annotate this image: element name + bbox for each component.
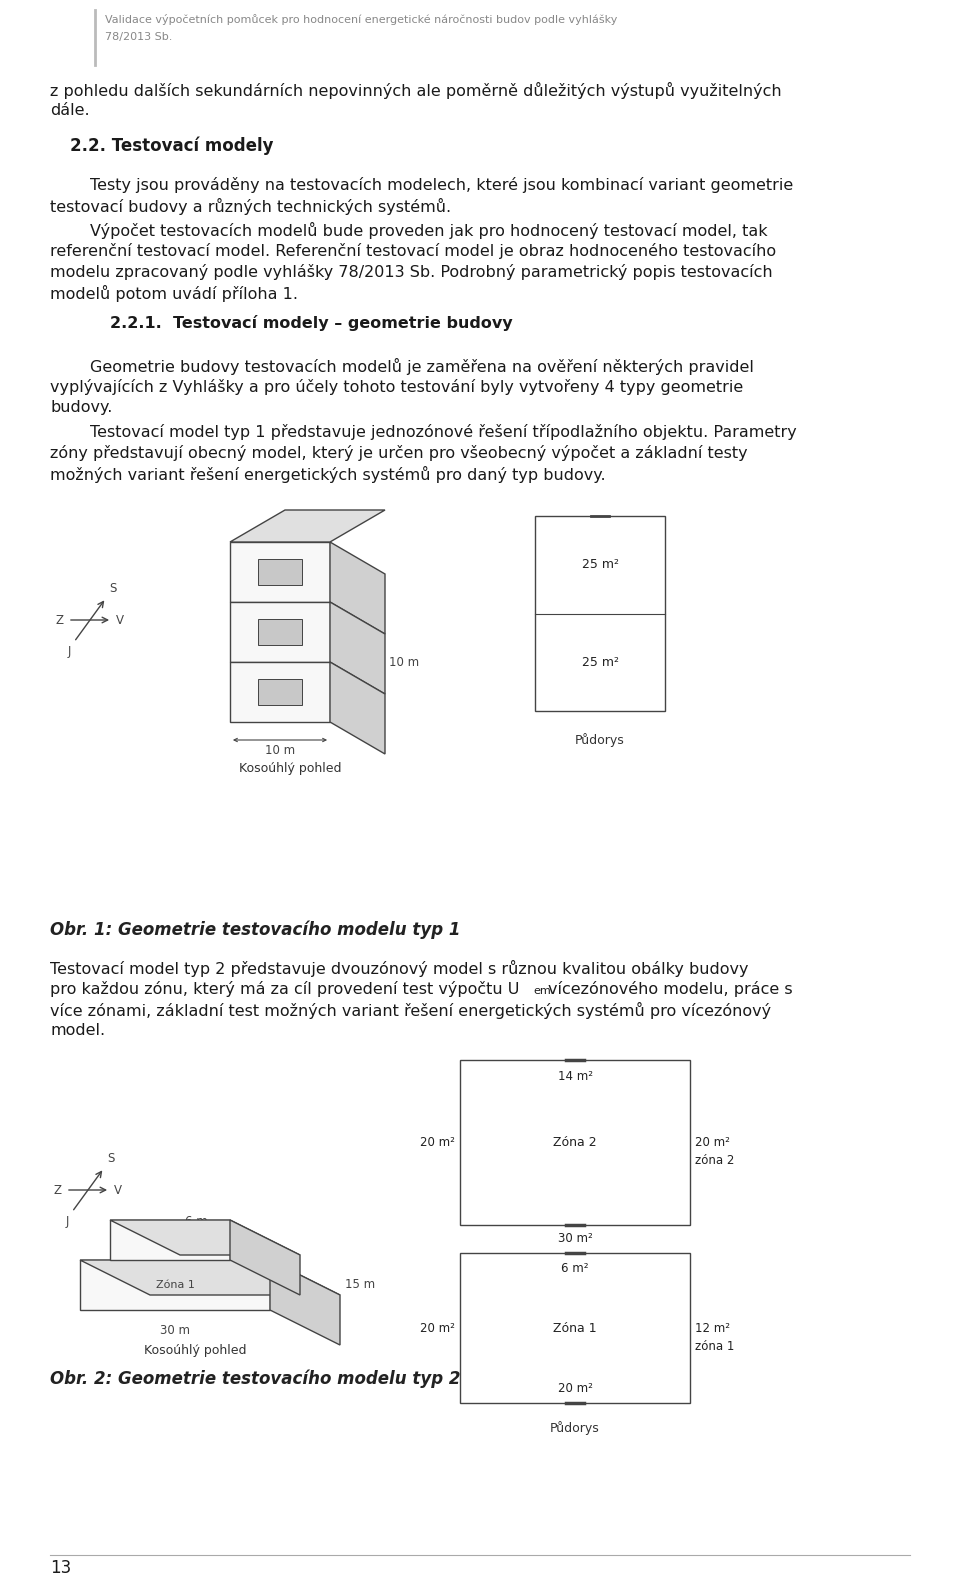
Text: 2.2. Testovací modely: 2.2. Testovací modely [70, 136, 274, 154]
Text: Geometrie budovy testovacích modelů je zaměřena na ověření některých pravidel: Geometrie budovy testovacích modelů je z… [90, 358, 754, 375]
Bar [535, 515, 665, 711]
Text: více zónami, základní test možných variant řešení energetických systémů pro více: více zónami, základní test možných varia… [50, 1002, 771, 1020]
Text: Testovací model typ 2 představuje dvouzónový model s různou kvalitou obálky budo: Testovací model typ 2 představuje dvouzó… [50, 960, 749, 977]
Polygon shape [110, 1220, 230, 1259]
Text: Výpočet testovacích modelů bude proveden jak pro hodnocený testovací model, tak: Výpočet testovacích modelů bude proveden… [90, 222, 768, 240]
Text: J: J [65, 1215, 69, 1228]
Text: 30 m²: 30 m² [558, 1232, 592, 1245]
Text: budovy.: budovy. [50, 400, 112, 414]
Polygon shape [330, 662, 385, 753]
Text: 10 m: 10 m [389, 656, 420, 668]
Text: J: J [67, 645, 71, 659]
Polygon shape [230, 1220, 300, 1295]
Text: Půdorys: Půdorys [550, 1422, 600, 1436]
Text: vícezónového modelu, práce s: vícezónového modelu, práce s [548, 980, 793, 998]
Bar [258, 619, 302, 645]
Text: Testovací model typ 1 představuje jednozónové řešení třípodlažního objektu. Para: Testovací model typ 1 představuje jednoz… [90, 424, 797, 440]
Text: vyplývajících z Vyhlášky a pro účely tohoto testování byly vytvořeny 4 typy geom: vyplývajících z Vyhlášky a pro účely toh… [50, 378, 743, 396]
Text: zóna 2: zóna 2 [695, 1154, 734, 1166]
Text: 6 m: 6 m [185, 1215, 207, 1228]
Text: pro každou zónu, který má za cíl provedení test výpočtu U: pro každou zónu, který má za cíl provede… [50, 980, 519, 998]
Text: 15 m: 15 m [345, 1278, 375, 1291]
Polygon shape [330, 542, 385, 634]
Text: referenční testovací model. Referenční testovací model je obraz hodnoceného test: referenční testovací model. Referenční t… [50, 243, 776, 258]
Text: Zóna 2: Zóna 2 [553, 1136, 597, 1149]
Bar [460, 1061, 690, 1225]
Polygon shape [110, 1220, 300, 1254]
Polygon shape [230, 602, 330, 662]
Text: Z: Z [56, 613, 64, 627]
Text: 13: 13 [50, 1559, 71, 1576]
Text: 20 m²: 20 m² [695, 1136, 730, 1149]
Text: 2.2.1.  Testovací modely – geometrie budovy: 2.2.1. Testovací modely – geometrie budo… [110, 315, 513, 331]
Polygon shape [80, 1259, 270, 1310]
Text: Půdorys: Půdorys [575, 733, 625, 747]
Text: Kosoúhlý pohled: Kosoúhlý pohled [144, 1344, 247, 1357]
Polygon shape [230, 662, 330, 722]
Polygon shape [80, 1259, 340, 1295]
Text: zóny představují obecný model, který je určen pro všeobecný výpočet a základní t: zóny představují obecný model, který je … [50, 444, 748, 462]
Text: Zóna 1: Zóna 1 [156, 1280, 195, 1291]
Text: Zóna 2: Zóna 2 [151, 1236, 189, 1245]
Text: 25 m²: 25 m² [582, 656, 618, 668]
Polygon shape [230, 542, 330, 602]
Text: 78/2013 Sb.: 78/2013 Sb. [105, 32, 173, 43]
Text: 25 m²: 25 m² [582, 558, 618, 571]
Text: z pohledu dalších sekundárních nepovinných ale poměrně důležitých výstupů využit: z pohledu dalších sekundárních nepovinný… [50, 82, 781, 99]
Text: 12 m²: 12 m² [695, 1322, 730, 1335]
Text: 30 m: 30 m [160, 1324, 190, 1336]
Text: S: S [109, 582, 116, 596]
Text: Zóna 1: Zóna 1 [553, 1322, 597, 1335]
Text: zóna 1: zóna 1 [695, 1340, 734, 1352]
Text: 20 m²: 20 m² [558, 1382, 592, 1395]
Text: dále.: dále. [50, 102, 89, 118]
Text: 10 m: 10 m [265, 744, 295, 756]
Text: modelů potom uvádí příloha 1.: modelů potom uvádí příloha 1. [50, 285, 298, 303]
Text: Obr. 2: Geometrie testovacího modelu typ 2: Obr. 2: Geometrie testovacího modelu typ… [50, 1370, 461, 1388]
Text: Kosoúhlý pohled: Kosoúhlý pohled [239, 763, 341, 775]
Bar [460, 1253, 690, 1403]
Text: 14 m²: 14 m² [558, 1070, 592, 1083]
Text: 20 m²: 20 m² [420, 1136, 455, 1149]
Text: model.: model. [50, 1023, 106, 1039]
Text: 6 m²: 6 m² [562, 1262, 588, 1275]
Text: Testy jsou prováděny na testovacích modelech, které jsou kombinací variant geome: Testy jsou prováděny na testovacích mode… [90, 177, 793, 192]
Text: testovací budovy a různých technických systémů.: testovací budovy a různých technických s… [50, 199, 451, 214]
Text: V: V [116, 613, 124, 627]
Text: Z: Z [54, 1184, 62, 1196]
Text: modelu zpracovaný podle vyhlášky 78/2013 Sb. Podrobný parametrický popis testova: modelu zpracovaný podle vyhlášky 78/2013… [50, 265, 773, 281]
Text: Validace výpočetních pomůcek pro hodnocení energetické náročnosti budov podle vy: Validace výpočetních pomůcek pro hodnoce… [105, 14, 617, 25]
Text: S: S [107, 1152, 114, 1165]
Polygon shape [270, 1259, 340, 1344]
Text: 20 m²: 20 m² [420, 1322, 455, 1335]
Bar [258, 559, 302, 585]
Text: em: em [533, 987, 551, 996]
Polygon shape [230, 511, 385, 542]
Polygon shape [330, 602, 385, 693]
Text: V: V [114, 1184, 122, 1196]
Bar [258, 679, 302, 704]
Text: možných variant řešení energetických systémů pro daný typ budovy.: možných variant řešení energetických sys… [50, 466, 606, 482]
Text: Obr. 1: Geometrie testovacího modelu typ 1: Obr. 1: Geometrie testovacího modelu typ… [50, 920, 461, 938]
